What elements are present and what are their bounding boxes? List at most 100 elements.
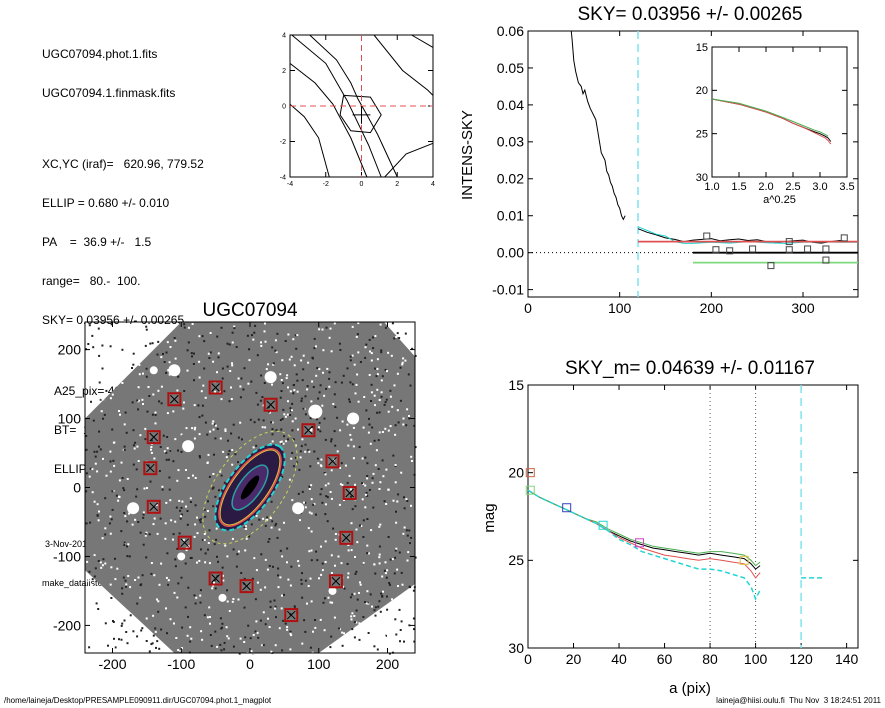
image-noise — [133, 447, 136, 450]
image-noise — [355, 528, 358, 531]
image-noise — [157, 334, 160, 337]
image-noise — [323, 394, 326, 397]
image-noise — [321, 562, 324, 565]
image-noise — [144, 438, 147, 441]
masked-star — [149, 366, 158, 375]
image-noise — [318, 391, 321, 394]
image-noise — [218, 489, 220, 492]
image-noise — [204, 552, 207, 555]
image-noise — [350, 549, 353, 552]
image-noise — [166, 412, 169, 415]
image-noise — [85, 490, 88, 493]
galaxy-image-plot: UGC07094 -200 -100 0 100 200 -200 -100 0 100 200 — [53, 300, 417, 672]
image-noise — [347, 544, 350, 546]
image-noise — [201, 414, 204, 417]
image-noise — [381, 595, 384, 597]
image-noise — [368, 489, 371, 491]
image-noise — [275, 616, 277, 619]
image-noise — [252, 634, 255, 636]
image-noise — [131, 523, 134, 526]
image-noise — [167, 579, 170, 582]
image-noise — [372, 336, 374, 339]
image-noise — [248, 348, 251, 351]
mag-marker — [525, 485, 535, 495]
image-noise — [395, 336, 398, 338]
image-noise — [128, 555, 131, 558]
image-noise — [354, 572, 357, 575]
image-noise — [157, 340, 160, 343]
image-noise — [86, 408, 89, 411]
image-noise — [148, 533, 151, 536]
image-noise — [176, 479, 179, 482]
image-noise — [196, 516, 198, 519]
image-noise — [190, 352, 193, 355]
image-noise — [146, 332, 149, 335]
image-noise — [232, 645, 235, 648]
image-noise — [262, 419, 265, 422]
image-noise — [260, 374, 263, 377]
image-noise — [394, 556, 397, 559]
image-noise — [183, 323, 186, 326]
image-noise — [308, 450, 311, 453]
image-noise — [203, 533, 206, 535]
image-noise — [177, 449, 179, 452]
image-noise — [191, 355, 193, 358]
image-noise — [132, 444, 135, 447]
image-noise — [385, 398, 388, 401]
image-noise — [296, 334, 299, 337]
image-noise — [399, 399, 402, 402]
image-noise — [368, 417, 370, 420]
image-noise — [321, 501, 324, 504]
image-noise — [96, 357, 99, 359]
mag-y-tick-label: 25 — [508, 552, 524, 568]
image-noise — [209, 332, 212, 334]
image-noise — [169, 346, 172, 348]
image-noise — [268, 538, 271, 540]
image-noise — [243, 367, 246, 370]
image-noise — [105, 474, 108, 477]
image-noise — [192, 474, 194, 477]
contour-plot: -4 -2 0 2 4 -4 -2 0 2 4 — [280, 32, 435, 188]
image-noise — [129, 586, 132, 589]
image-noise — [92, 346, 95, 349]
contour-y-tick-label: -4 — [280, 174, 286, 181]
image-noise — [402, 357, 405, 360]
image-noise — [304, 413, 307, 416]
image-noise — [262, 517, 265, 520]
image-noise — [193, 428, 196, 431]
image-noise — [401, 361, 404, 364]
image-noise — [91, 350, 94, 353]
image-noise — [97, 519, 100, 522]
image-noise — [221, 566, 224, 569]
image-noise — [231, 449, 234, 451]
image-noise — [145, 328, 148, 331]
image-noise — [384, 561, 387, 564]
image-noise — [358, 592, 360, 594]
image-noise — [167, 458, 170, 461]
image-noise — [124, 411, 127, 414]
image-noise — [216, 645, 219, 648]
mag-plot-title: SKY_m= 0.04639 +/- 0.01167 — [565, 358, 815, 379]
image-noise — [368, 552, 370, 555]
mag-x-tick-label: 40 — [611, 651, 627, 667]
image-noise — [286, 626, 289, 628]
contour-y-tick-label: 2 — [282, 68, 286, 75]
image-noise — [211, 587, 214, 590]
info-line: range= 80.- 100. — [42, 274, 141, 288]
image-noise — [413, 424, 416, 427]
image-noise — [329, 601, 332, 604]
image-noise — [294, 334, 297, 337]
image-noise — [315, 418, 318, 421]
image-noise — [387, 410, 390, 413]
mag-series-line — [527, 489, 761, 570]
sky-box-region — [328, 574, 343, 589]
image-noise — [351, 325, 354, 328]
image-noise — [329, 491, 332, 493]
image-noise — [299, 450, 302, 453]
image-noise — [108, 522, 111, 525]
image-noise — [212, 473, 215, 475]
image-noise — [254, 630, 257, 633]
image-noise — [396, 372, 399, 375]
image-noise — [241, 438, 243, 441]
image-noise — [203, 614, 206, 617]
